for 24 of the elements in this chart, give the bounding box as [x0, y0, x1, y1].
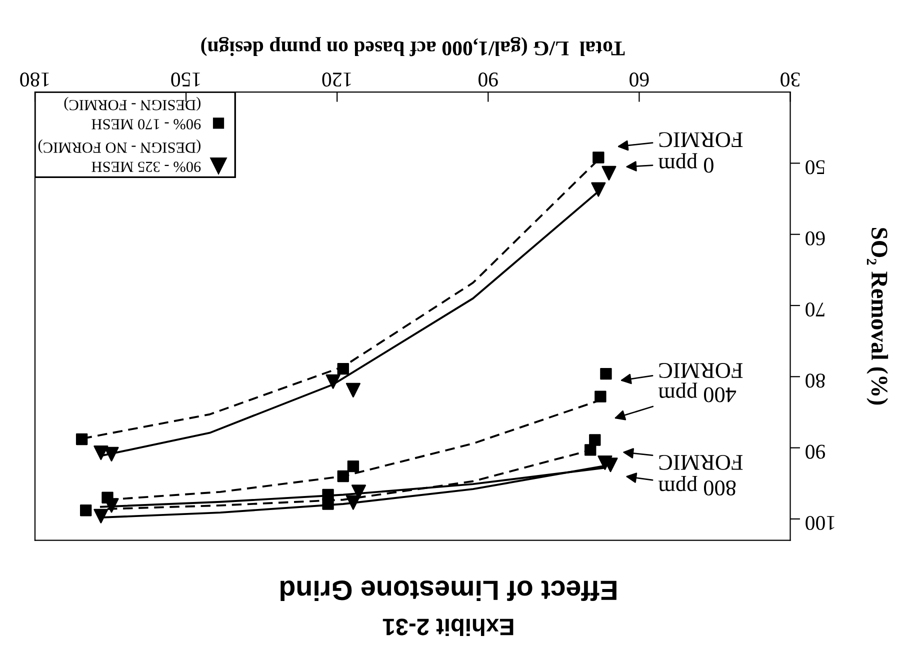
x-tick-label: 60	[630, 72, 649, 87]
x-tick-label: 90	[478, 72, 498, 87]
text: Exhibit 2-31	[382, 618, 514, 636]
annotation: FORMIC	[659, 132, 743, 148]
annotation: FORMIC	[659, 454, 743, 470]
x-tick-label: 30	[780, 72, 800, 87]
y-tick-label: 50	[806, 160, 824, 174]
x-tick-label: 180	[20, 72, 49, 87]
x-tick-label: 120	[322, 72, 351, 87]
y-tick-label: 70	[806, 302, 824, 317]
y-axis-title: SO₂ Removal (%)	[866, 228, 888, 405]
legend-label: 90% - 325 MESH (DESIGN - NO FORMIC)	[38, 139, 201, 172]
x-axis-title: Total L/G (gal/1,000 acf based on pump design)	[201, 36, 625, 56]
y-tick-label: 80	[806, 374, 825, 388]
y-tick-label: 60	[806, 231, 825, 246]
annotation: 400 ppm	[658, 382, 736, 402]
x-tick-label: 150	[171, 72, 200, 87]
annotation: FORMIC	[659, 363, 743, 378]
y-tick-label: 100	[806, 516, 834, 530]
legend-label: 90% - 170 MESH (DESIGN - FORMIC)	[64, 96, 201, 130]
y-tick-label: 90	[806, 444, 826, 459]
annotation: 800 ppm	[658, 476, 736, 496]
annotation: 0 ppm	[658, 153, 714, 173]
text: Effect of Limestone Grind	[280, 580, 616, 601]
